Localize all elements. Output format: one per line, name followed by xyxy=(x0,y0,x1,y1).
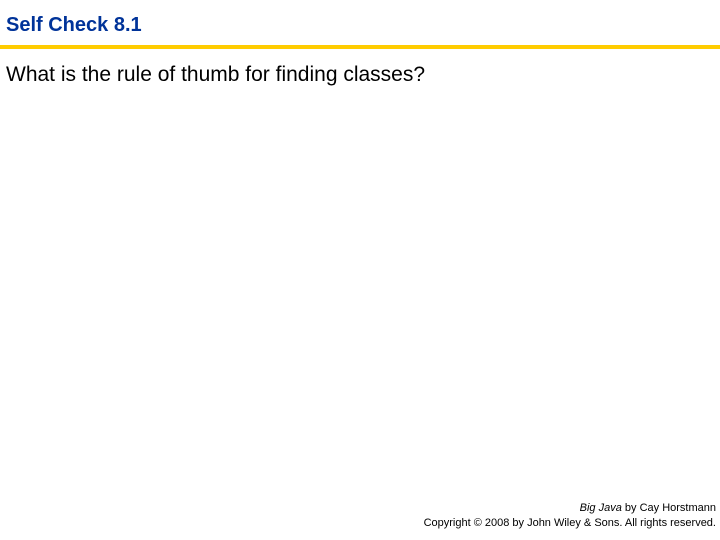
footer-line-1: Big Java by Cay Horstmann xyxy=(424,501,716,515)
slide-title: Self Check 8.1 xyxy=(6,14,714,37)
slide: { "header": { "title": "Self Check 8.1",… xyxy=(0,0,720,540)
footer: Big Java by Cay Horstmann Copyright © 20… xyxy=(424,501,716,530)
question-text: What is the rule of thumb for finding cl… xyxy=(0,49,720,87)
slide-header: Self Check 8.1 xyxy=(0,0,720,41)
footer-line-2: Copyright © 2008 by John Wiley & Sons. A… xyxy=(424,516,716,530)
byline: by Cay Horstmann xyxy=(622,502,716,514)
book-title: Big Java xyxy=(580,502,622,514)
